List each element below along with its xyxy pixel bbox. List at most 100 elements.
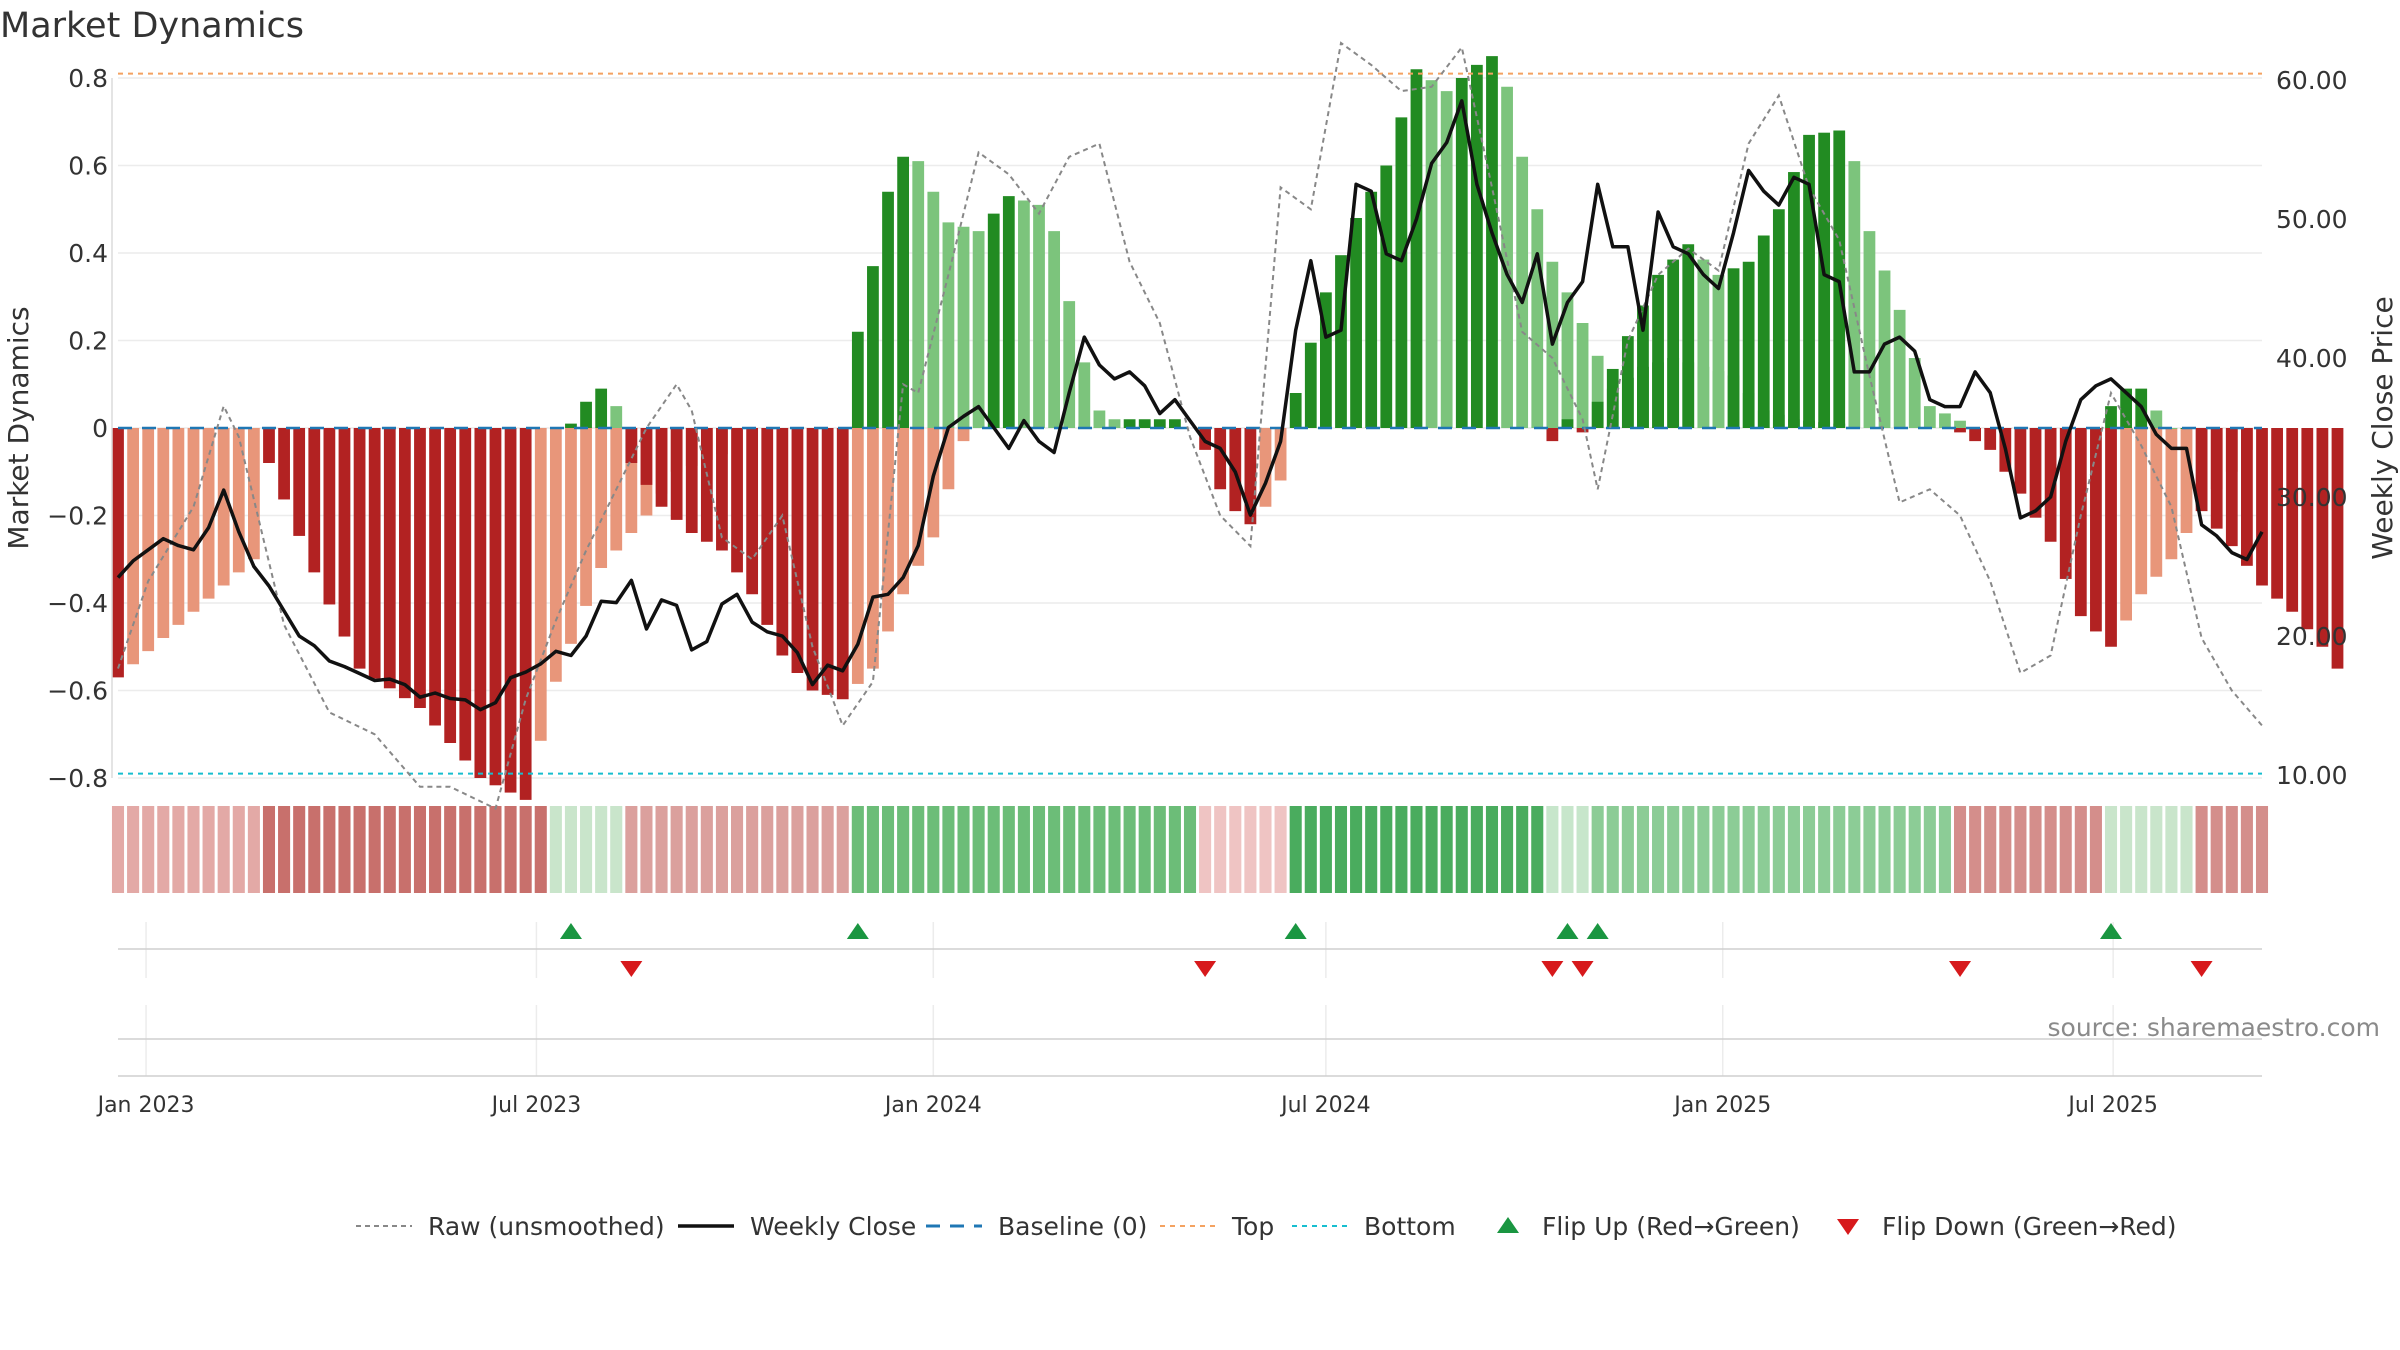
y2-tick-label: 10.00	[2276, 761, 2348, 790]
dynamics-bar	[1742, 261, 1755, 428]
regime-cell	[881, 806, 895, 893]
dynamics-bar	[2165, 428, 2178, 560]
flip-down-marker	[1571, 961, 1594, 977]
dynamics-bar	[761, 428, 774, 625]
dynamics-bar	[685, 428, 698, 533]
regime-cell	[489, 806, 502, 893]
dynamics-bar	[263, 428, 275, 463]
y-tick-label: −0.6	[47, 677, 108, 706]
dynamics-bar	[142, 428, 155, 652]
dynamics-bar	[1289, 393, 1302, 428]
regime-cell	[655, 806, 668, 893]
dynamics-bar	[1033, 204, 1045, 428]
regime-cell	[2120, 806, 2133, 893]
legend-swatch-baseline	[926, 1224, 982, 1228]
legend-swatch-top	[1160, 1225, 1216, 1227]
legend-item-close: Weekly Close	[676, 1207, 916, 1245]
y-tick-label: −0.2	[47, 502, 108, 531]
regime-cell	[247, 806, 260, 893]
x-tick-label: Jan 2023	[96, 1093, 195, 1118]
regime-cell	[1229, 806, 1242, 893]
regime-cell	[670, 806, 683, 893]
dynamics-bar	[1818, 132, 1831, 428]
dynamics-bar	[1425, 80, 1438, 428]
regime-cell	[1984, 806, 1997, 893]
dynamics-bar	[1878, 270, 1891, 428]
dynamics-bar	[1848, 161, 1861, 428]
regime-cell	[157, 806, 170, 893]
dynamics-bar	[1350, 218, 1362, 428]
regime-cell	[1108, 806, 1121, 893]
dynamics-bar	[957, 428, 970, 442]
dynamics-bar	[247, 428, 260, 560]
dynamics-bar	[897, 428, 910, 595]
dynamics-bar	[1803, 134, 1815, 428]
regime-cell	[2195, 806, 2208, 893]
regime-cell	[610, 806, 623, 893]
chart-title: Market Dynamics	[0, 6, 305, 46]
regime-cell	[2255, 806, 2269, 893]
dynamics-bar	[202, 428, 215, 599]
dynamics-bar	[1214, 428, 1227, 490]
dynamics-bar	[1576, 323, 1589, 428]
regime-cell	[2165, 806, 2178, 893]
dynamics-bar	[2241, 428, 2253, 566]
regime-cell	[1682, 806, 1695, 893]
dynamics-bar	[1712, 274, 1725, 428]
dynamics-bar	[112, 428, 124, 678]
legend-item-flip_up: Flip Up (Red→Green)	[1488, 1207, 1800, 1245]
dynamics-bar	[610, 406, 623, 428]
regime-cell	[1334, 806, 1348, 893]
dynamics-bar	[2120, 388, 2133, 428]
legend-label: Flip Down (Green→Red)	[1882, 1211, 2177, 1241]
regime-cell	[1017, 806, 1030, 893]
regime-cell	[142, 806, 155, 893]
dynamics-bar	[746, 428, 759, 595]
regime-cell	[127, 806, 140, 893]
dynamics-bar	[1591, 401, 1604, 428]
y-axis-title: Market Dynamics	[2, 306, 35, 549]
dynamics-bar	[1893, 309, 1906, 428]
regime-cell	[595, 806, 608, 893]
regime-cell	[308, 806, 321, 893]
dynamics-bar	[444, 428, 457, 743]
dynamics-bar	[912, 428, 925, 566]
dynamics-bar	[1637, 305, 1649, 428]
regime-cell	[1425, 806, 1438, 893]
legend-item-bottom: Bottom	[1290, 1207, 1456, 1245]
regime-cell	[232, 806, 245, 893]
dynamics-bar	[368, 428, 381, 679]
regime-cell	[1002, 806, 1015, 893]
dynamics-bar	[1138, 419, 1151, 428]
regime-cell	[1999, 806, 2012, 893]
dynamics-bar	[1169, 419, 1181, 428]
dynamics-bar	[1561, 419, 1574, 428]
regime-cell	[172, 806, 185, 893]
regime-cell	[1093, 806, 1106, 893]
regime-cell	[1848, 806, 1861, 893]
legend-item-baseline: Baseline (0)	[924, 1207, 1147, 1245]
regime-cell	[1546, 806, 1559, 893]
dynamics-bar	[670, 428, 683, 520]
regime-cell	[1048, 806, 1061, 893]
regime-cell	[776, 806, 789, 893]
y-tick-label: −0.8	[47, 764, 108, 793]
dynamics-bar	[1380, 165, 1393, 428]
regime-cell	[1727, 806, 1740, 893]
dynamics-bar	[1002, 196, 1015, 428]
dynamics-bar	[187, 428, 200, 612]
regime-cell	[2180, 806, 2193, 893]
regime-cell	[1833, 806, 1846, 893]
dynamics-bar	[2286, 428, 2299, 612]
regime-cell	[1138, 806, 1151, 893]
dynamics-bar	[2210, 428, 2223, 529]
legend-item-raw: Raw (unsmoothed)	[354, 1207, 665, 1245]
dynamics-bar	[2271, 428, 2283, 599]
flip-down-marker	[1541, 961, 1564, 977]
regime-cell	[2135, 806, 2148, 893]
dynamics-bar	[836, 428, 849, 700]
dynamics-bar	[2150, 428, 2163, 577]
dynamics-bar	[1954, 420, 1966, 428]
dynamics-bar	[2105, 406, 2117, 428]
regime-cell	[957, 806, 970, 893]
